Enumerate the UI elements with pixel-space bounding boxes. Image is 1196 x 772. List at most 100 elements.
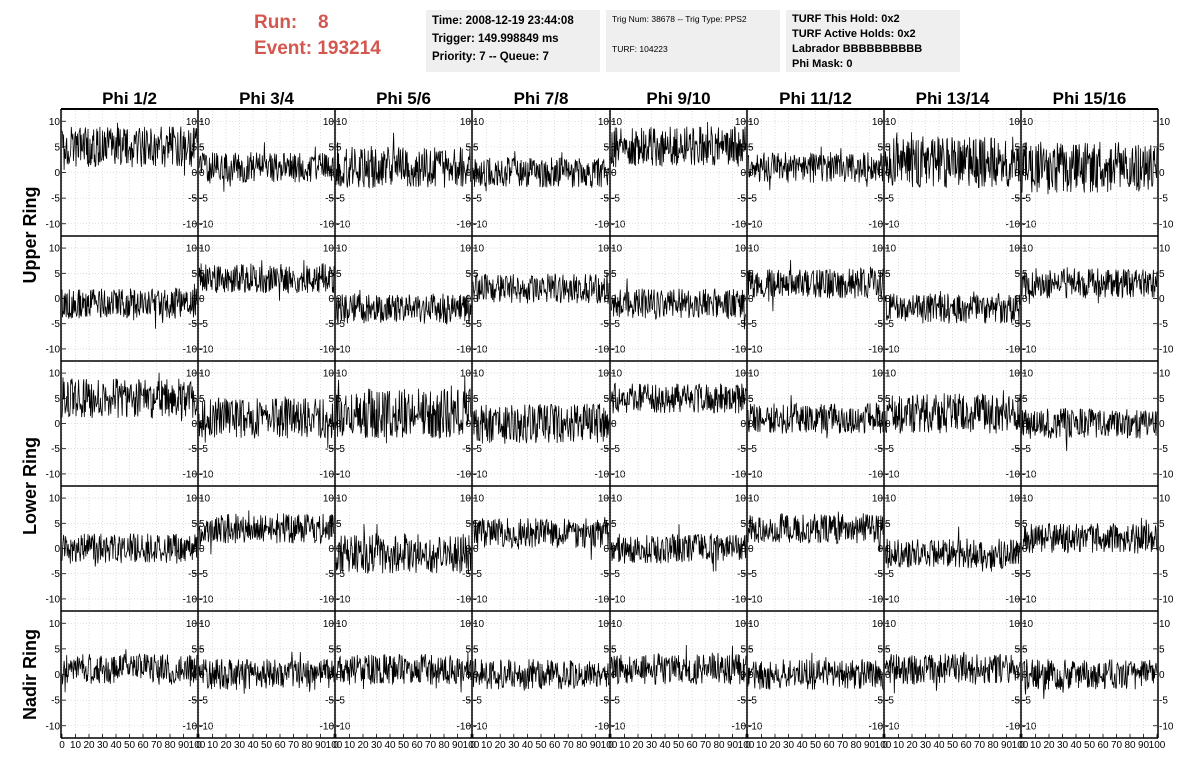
y-tick-label-right: 0 <box>1159 419 1165 430</box>
y-tick-label-left: 5 <box>603 269 609 280</box>
y-tick-label-left: 5 <box>328 644 334 655</box>
y-tick-label-left: 5 <box>740 394 746 405</box>
row-label-nadir-ring: Nadir Ring <box>20 629 40 720</box>
y-tick-label-right: 0 <box>473 419 479 430</box>
y-tick-label-left: -10 <box>1006 721 1021 732</box>
x-tick-label: 0 <box>470 740 476 751</box>
y-tick-label-right: -5 <box>748 569 757 580</box>
y-tick-label-right: 10 <box>611 619 623 630</box>
x-tick-label: 30 <box>783 740 795 751</box>
x-tick-label: 70 <box>288 740 300 751</box>
y-tick-label-right: -10 <box>336 219 351 230</box>
y-tick-label-right: 0 <box>473 544 479 555</box>
y-tick-label-left: 5 <box>191 519 197 530</box>
y-tick-label-right: -10 <box>1022 219 1037 230</box>
run-value: 8 <box>318 12 329 33</box>
y-tick-label-left: 10 <box>872 117 884 128</box>
y-tick-label-right: 5 <box>199 142 205 153</box>
y-tick-label-left: -10 <box>46 344 61 355</box>
y-tick-label-right: -5 <box>611 194 620 205</box>
x-tick-label: 10 <box>344 740 356 751</box>
y-tick-label-left: 0 <box>1014 544 1020 555</box>
y-tick-label-left: 0 <box>740 544 746 555</box>
y-tick-label-left: -5 <box>325 319 334 330</box>
y-tick-label-left: 0 <box>1014 168 1020 179</box>
y-tick-label-right: 0 <box>1159 544 1165 555</box>
y-tick-label-left: 0 <box>1014 670 1020 681</box>
x-tick-label: 20 <box>220 740 232 751</box>
y-tick-label-right: 5 <box>748 394 754 405</box>
y-tick-label-left: -10 <box>1006 344 1021 355</box>
y-tick-label-left: -5 <box>737 569 746 580</box>
y-tick-label-left: 5 <box>328 394 334 405</box>
event-value: 193214 <box>317 38 381 59</box>
y-tick-label-left: 0 <box>465 544 471 555</box>
y-tick-label-left: 0 <box>877 670 883 681</box>
y-tick-label-left: 0 <box>877 168 883 179</box>
y-tick-label-left: 5 <box>1014 644 1020 655</box>
y-tick-label-right: 10 <box>199 494 211 505</box>
y-tick-label-left: -10 <box>732 344 747 355</box>
x-tick-label: 30 <box>97 740 109 751</box>
y-tick-label-left: -10 <box>869 469 884 480</box>
y-tick-label-right: -5 <box>473 194 482 205</box>
y-tick-label-left: -5 <box>51 194 60 205</box>
y-tick-label-left: 5 <box>603 394 609 405</box>
waveform-trace <box>1021 141 1158 195</box>
y-tick-label-right: -10 <box>199 594 214 605</box>
waveform-trace <box>884 390 1021 434</box>
y-tick-label-right: -5 <box>885 194 894 205</box>
waveform-trace <box>1021 517 1158 554</box>
x-tick-label: 80 <box>301 740 313 751</box>
y-tick-label-right: 5 <box>1022 644 1028 655</box>
y-tick-label-left: 0 <box>54 168 60 179</box>
y-tick-label-right: -5 <box>473 444 482 455</box>
y-tick-label-right: -10 <box>611 219 626 230</box>
x-tick-label: 80 <box>850 740 862 751</box>
y-tick-label-right: 0 <box>473 294 479 305</box>
y-tick-label-right: 10 <box>1022 619 1034 630</box>
waveform-trace <box>198 510 335 555</box>
y-tick-label-right: 0 <box>885 294 891 305</box>
x-tick-label: 100 <box>189 740 206 751</box>
y-tick-label-right: 10 <box>473 117 485 128</box>
y-tick-label-right: 0 <box>1022 544 1028 555</box>
x-tick-label: 100 <box>601 740 618 751</box>
y-tick-label-left: 0 <box>603 294 609 305</box>
x-tick-label: 90 <box>864 740 876 751</box>
y-tick-label-left: -5 <box>462 444 471 455</box>
y-tick-label-right: 5 <box>1159 644 1165 655</box>
y-tick-label-right: 5 <box>885 142 891 153</box>
y-tick-label-right: 0 <box>1022 294 1028 305</box>
y-tick-label-left: 0 <box>740 670 746 681</box>
y-tick-label-right: -10 <box>611 344 626 355</box>
x-tick-label: 60 <box>137 740 149 751</box>
y-tick-label-right: -5 <box>199 569 208 580</box>
waveform-trace <box>61 372 198 422</box>
x-tick-label: 80 <box>987 740 999 751</box>
y-tick-label-left: 10 <box>1009 619 1021 630</box>
x-tick-label: 10 <box>70 740 82 751</box>
y-tick-label-left: -5 <box>188 696 197 707</box>
y-tick-label-left: 10 <box>49 369 61 380</box>
y-tick-label-left: -10 <box>46 594 61 605</box>
x-tick-label: 80 <box>1124 740 1136 751</box>
y-tick-label-left: 5 <box>740 519 746 530</box>
x-tick-label: 10 <box>893 740 905 751</box>
y-tick-label-left: -5 <box>737 194 746 205</box>
y-tick-label-right: 0 <box>199 168 205 179</box>
y-tick-label-right: -5 <box>748 444 757 455</box>
y-tick-label-right: -10 <box>473 219 488 230</box>
info-box-trig: Trig Num: 38678 -- Trig Type: PPS2 TURF:… <box>606 10 780 72</box>
y-tick-label-right: 10 <box>611 369 623 380</box>
y-tick-label-left: 10 <box>735 117 747 128</box>
y-tick-label-right: 10 <box>1159 619 1171 630</box>
y-tick-label-right: 5 <box>336 644 342 655</box>
y-tick-label-left: 10 <box>1009 117 1021 128</box>
y-tick-label-right: -5 <box>336 194 345 205</box>
y-tick-label-right: 10 <box>473 369 485 380</box>
y-tick-label-left: 0 <box>328 544 334 555</box>
trig-text: Trig Num: 38678 -- Trig Type: PPS2 <box>612 14 747 24</box>
y-tick-label-left: 5 <box>465 394 471 405</box>
x-tick-label: 80 <box>164 740 176 751</box>
